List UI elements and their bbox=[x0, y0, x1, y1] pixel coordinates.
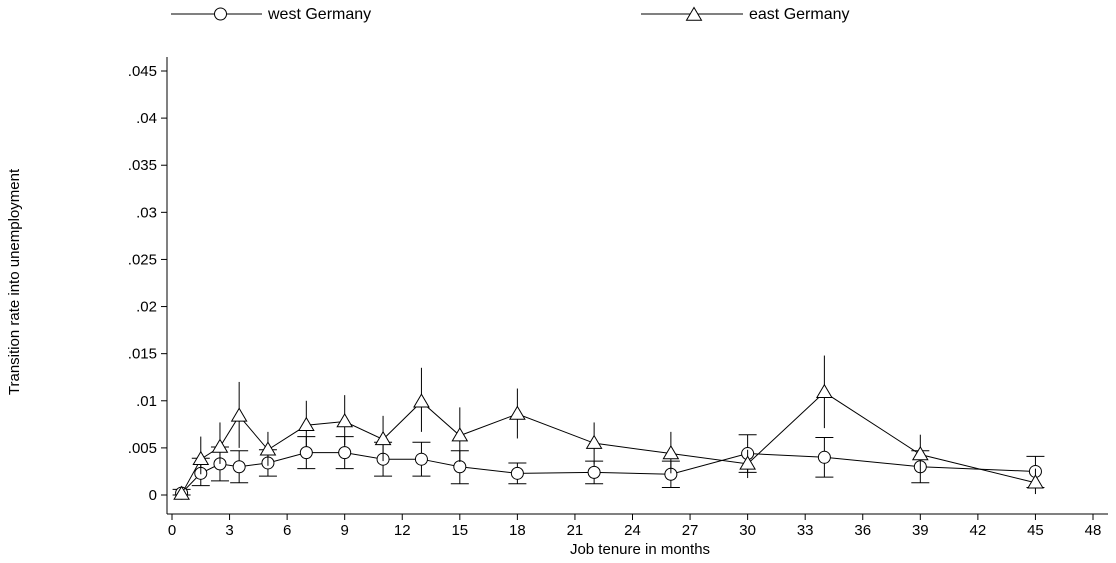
y-tick-label: .01 bbox=[136, 393, 157, 410]
x-tick-label: 0 bbox=[168, 522, 176, 539]
circle-marker bbox=[214, 7, 227, 21]
triangle-marker bbox=[259, 441, 277, 456]
circle-marker bbox=[232, 460, 246, 474]
circle-marker bbox=[414, 452, 428, 466]
triangle-marker bbox=[739, 455, 756, 470]
x-tick-label: 12 bbox=[394, 522, 411, 539]
x-axis-title: Job tenure in months bbox=[570, 541, 710, 558]
y-tick-label: .025 bbox=[128, 251, 157, 268]
series-circle bbox=[172, 434, 1045, 500]
triangle-marker bbox=[413, 393, 430, 408]
y-tick-label: .015 bbox=[128, 346, 157, 363]
triangle-marker bbox=[173, 485, 190, 500]
triangle-marker bbox=[336, 413, 354, 428]
x-tick-label: 36 bbox=[854, 522, 871, 539]
triangle-marker bbox=[509, 405, 526, 420]
triangle-marker bbox=[662, 445, 680, 460]
triangle-marker bbox=[297, 416, 315, 432]
x-tick-label: 3 bbox=[225, 522, 233, 539]
circle-marker bbox=[338, 446, 352, 460]
x-tick-label: 45 bbox=[1027, 522, 1044, 539]
x-tick-label: 27 bbox=[682, 522, 699, 539]
legend-label: east Germany bbox=[749, 6, 849, 23]
y-tick-label: .045 bbox=[128, 63, 157, 80]
x-tick-label: 15 bbox=[451, 522, 468, 539]
legend-item: east Germany bbox=[641, 6, 849, 23]
triangle-marker bbox=[911, 445, 929, 461]
circle-marker bbox=[453, 460, 467, 474]
triangle-marker bbox=[211, 438, 229, 453]
x-tick-label: 39 bbox=[912, 522, 929, 539]
series-triangle bbox=[173, 355, 1044, 500]
y-tick-label: .035 bbox=[128, 157, 157, 174]
triangle-marker bbox=[374, 430, 392, 446]
triangle-marker bbox=[192, 450, 210, 465]
circle-marker bbox=[817, 450, 831, 464]
x-tick-label: 24 bbox=[624, 522, 641, 539]
y-tick-label: .02 bbox=[136, 299, 157, 316]
y-tick-label: .04 bbox=[136, 110, 157, 127]
series-line bbox=[181, 391, 1036, 495]
x-tick-label: 42 bbox=[970, 522, 987, 539]
circle-marker bbox=[299, 446, 313, 460]
y-tick-label: .005 bbox=[128, 440, 157, 457]
x-tick-label: 33 bbox=[797, 522, 814, 539]
y-tick-label: .03 bbox=[136, 204, 157, 221]
y-tick-label: 0 bbox=[149, 487, 157, 504]
legend-item: west Germany bbox=[171, 6, 371, 23]
circle-marker bbox=[510, 466, 524, 480]
triangle-marker bbox=[1027, 474, 1044, 489]
x-tick-label: 48 bbox=[1085, 522, 1102, 539]
x-tick-label: 6 bbox=[283, 522, 291, 539]
x-tick-label: 21 bbox=[567, 522, 584, 539]
x-tick-label: 30 bbox=[739, 522, 756, 539]
series-line bbox=[181, 452, 1036, 494]
triangle-marker bbox=[585, 434, 603, 449]
circle-marker bbox=[587, 465, 601, 479]
x-tick-label: 18 bbox=[509, 522, 526, 539]
triangle-marker bbox=[230, 407, 248, 422]
legend-label: west Germany bbox=[267, 6, 371, 23]
triangle-marker bbox=[816, 383, 833, 399]
triangle-marker bbox=[451, 427, 469, 442]
triangle-marker bbox=[685, 6, 703, 21]
x-tick-label: 9 bbox=[341, 522, 349, 539]
y-axis-title: Transition rate into unemployment bbox=[6, 168, 23, 395]
